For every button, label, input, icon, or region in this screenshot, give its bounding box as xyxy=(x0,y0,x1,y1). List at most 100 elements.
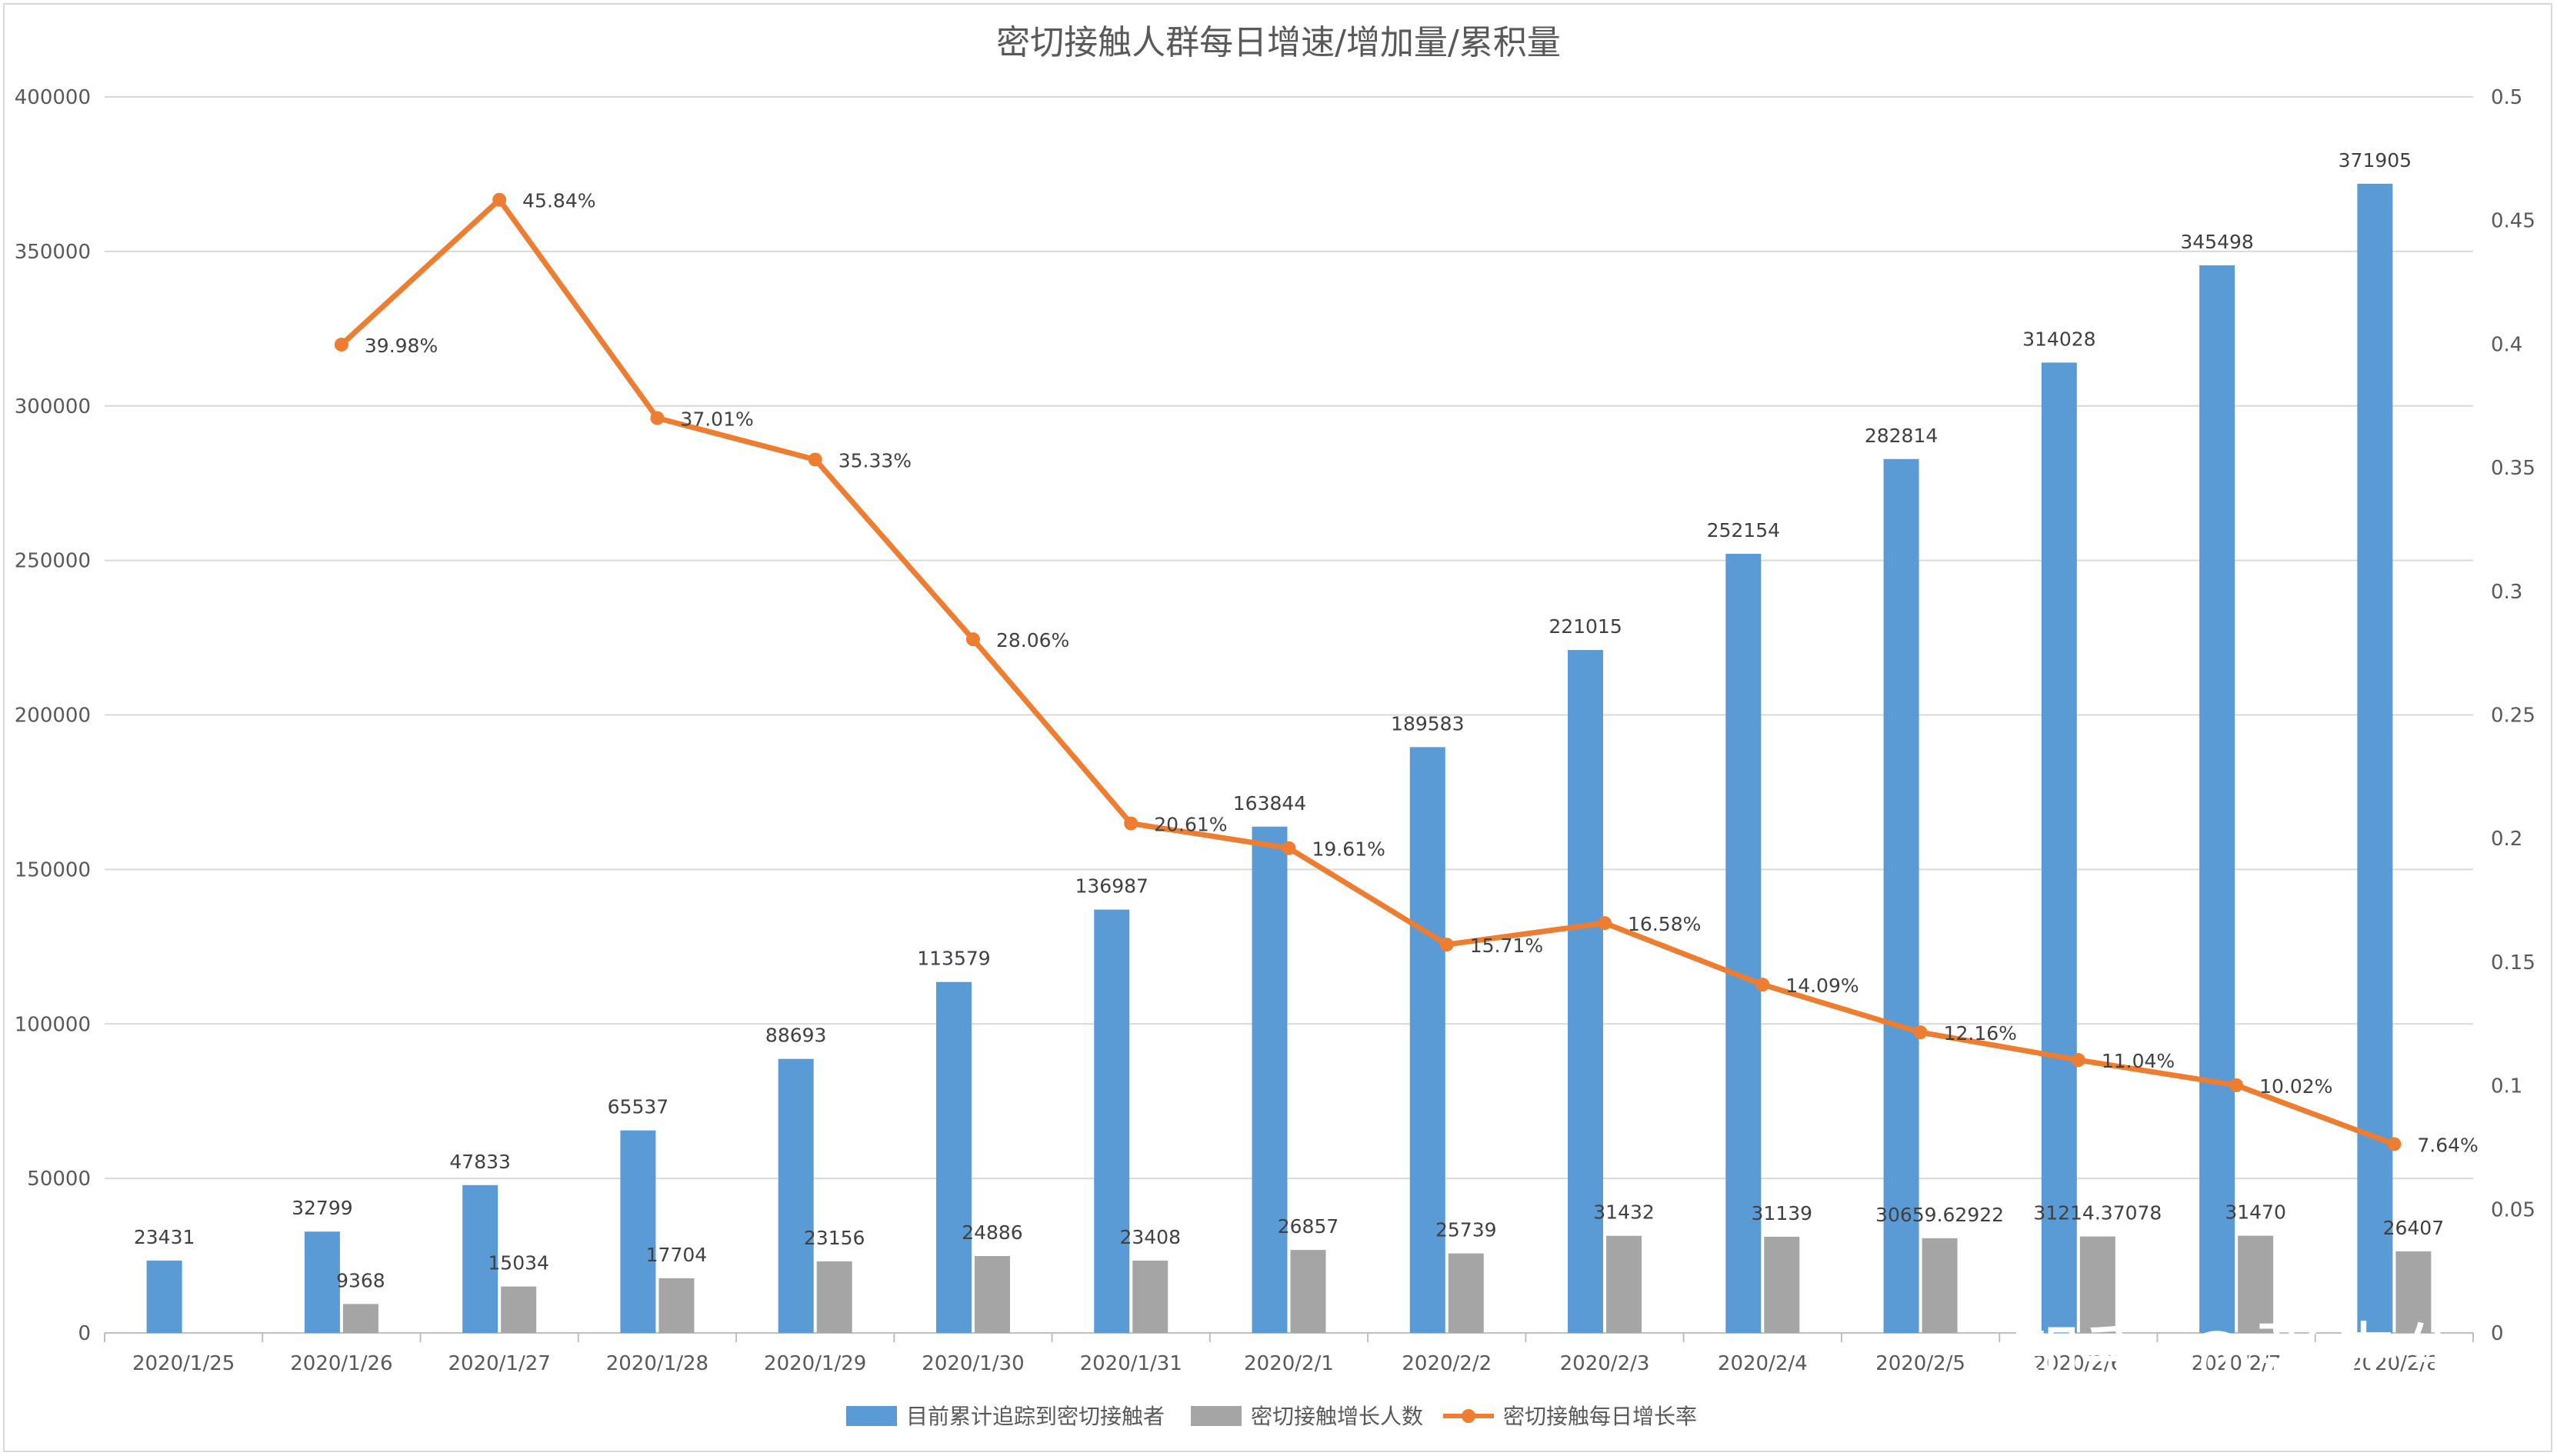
right-axis: 0 0.05 0.1 0.15 0.2 0.25 0.3 0.35 0.4 0.45 0.5 xyxy=(2491,86,2535,1345)
data-label-rate: 12.16% xyxy=(1944,1022,2017,1045)
bar-increase xyxy=(974,1256,1010,1333)
bar-cumulative xyxy=(1409,747,1445,1333)
rate-point xyxy=(1124,816,1138,831)
data-label-rate: 35.33% xyxy=(838,449,912,471)
legend-label-increase: 密切接触增长人数 xyxy=(1251,1404,1423,1429)
bar-increase xyxy=(1764,1236,1800,1333)
data-label-cumulative: 163844 xyxy=(1233,792,1306,815)
x-axis-tick-label: 2020/1/29 xyxy=(764,1352,866,1375)
data-label-increase: 23408 xyxy=(1119,1226,1181,1248)
rate-point xyxy=(1913,1025,1928,1040)
data-label-rate: 19.61% xyxy=(1312,838,1385,861)
x-axis-tick-label: 2020/2/5 xyxy=(1875,1352,1965,1375)
left-axis-tick-label: 250000 xyxy=(15,550,91,573)
data-label-rate: 16.58% xyxy=(1628,913,1701,935)
x-axis-tick-label: 2020/2/1 xyxy=(1244,1352,1334,1375)
gridlines xyxy=(105,96,2473,1180)
bar-increase xyxy=(2395,1251,2432,1333)
bar-cumulative xyxy=(2041,362,2077,1333)
bar-increase xyxy=(1922,1238,1958,1333)
rate-point xyxy=(2071,1053,2085,1068)
rate-line xyxy=(334,192,2402,1151)
right-axis-tick-label: 0.4 xyxy=(2491,333,2522,356)
data-labels: 23431 32799 9368 47833 15034 65537 17704 88693 2… xyxy=(134,149,2479,1291)
data-label-rate: 39.98% xyxy=(365,335,438,357)
data-label-cumulative: 32799 xyxy=(292,1197,353,1219)
x-axis-tick-label: 2020/2/2 xyxy=(1402,1352,1492,1375)
left-axis-tick-label: 150000 xyxy=(15,858,91,881)
bar-cumulative xyxy=(1883,458,1919,1334)
bar-cumulative xyxy=(462,1184,498,1333)
data-label-cumulative: 371905 xyxy=(2339,149,2412,172)
rate-point xyxy=(334,338,348,352)
watermark-text: 知乎 @张先生 xyxy=(2008,1314,2475,1401)
data-label-cumulative: 252154 xyxy=(1707,519,1780,541)
x-axis-tick-label: 2020/1/30 xyxy=(922,1352,1024,1375)
bar-increase xyxy=(501,1286,537,1333)
watermark: 知乎 @张先生 xyxy=(2008,1314,2475,1401)
bar-increase xyxy=(658,1278,695,1333)
bar-increase xyxy=(1606,1235,1642,1333)
x-axis-tick-label: 2020/1/31 xyxy=(1080,1352,1182,1375)
bar-increase xyxy=(816,1261,852,1333)
bar-cumulative xyxy=(935,981,972,1333)
data-label-increase: 30659.62922 xyxy=(1875,1204,2004,1226)
x-axis-tick-label: 2020/2/7 xyxy=(2192,1352,2282,1375)
data-label-cumulative: 65537 xyxy=(608,1096,669,1118)
data-label-increase: 9368 xyxy=(336,1269,385,1291)
data-label-cumulative: 136987 xyxy=(1075,875,1148,898)
right-axis-tick-label: 0.1 xyxy=(2491,1075,2522,1098)
x-axis-tick-label: 2020/2/6 xyxy=(2033,1352,2123,1375)
left-axis-tick-label: 300000 xyxy=(15,395,91,418)
data-label-cumulative: 221015 xyxy=(1549,615,1622,638)
left-axis-tick-label: 400000 xyxy=(15,86,91,109)
x-axis-tick-label: 2020/1/27 xyxy=(448,1352,551,1375)
data-label-increase: 24886 xyxy=(962,1221,1023,1244)
right-axis-tick-label: 0.3 xyxy=(2491,581,2522,604)
rate-point xyxy=(1439,938,1454,952)
x-axis-tick-label: 2020/2/3 xyxy=(1560,1352,1650,1375)
rate-line-path xyxy=(338,197,2397,1147)
data-label-increase: 25739 xyxy=(1435,1219,1497,1241)
bar-cumulative xyxy=(2199,265,2235,1333)
bar-cumulative xyxy=(1725,553,1762,1333)
legend-swatch-increase xyxy=(1191,1406,1242,1426)
x-axis-tick-label: 2020/1/26 xyxy=(290,1352,392,1375)
data-label-rate: 45.84% xyxy=(522,190,595,212)
left-axis-tick-label: 200000 xyxy=(15,705,91,728)
data-label-cumulative: 282814 xyxy=(1865,425,1938,447)
data-label-cumulative: 88693 xyxy=(765,1025,827,1047)
bar-cumulative xyxy=(1094,909,1130,1333)
data-label-rate: 37.01% xyxy=(680,408,753,430)
rate-point xyxy=(650,411,665,425)
x-axis-tick-label: 2020/1/28 xyxy=(606,1352,708,1375)
x-axis-tick-label: 2020/2/8 xyxy=(2349,1352,2439,1375)
right-axis-tick-label: 0.15 xyxy=(2491,951,2535,975)
rate-point xyxy=(1282,841,1296,855)
bar-increase xyxy=(1290,1250,1326,1333)
data-label-increase: 26407 xyxy=(2383,1217,2445,1239)
chart-title: 密切接触人群每日增速/增加量/累积量 xyxy=(996,23,1561,62)
data-label-cumulative: 189583 xyxy=(1391,712,1464,735)
rate-point xyxy=(808,452,822,467)
rate-point xyxy=(492,192,507,207)
data-label-increase: 26857 xyxy=(1278,1215,1339,1238)
x-axis: 2020/1/25 2020/1/26 2020/1/27 2020/1/28 2020… xyxy=(104,1332,2474,1375)
data-label-rate: 10.02% xyxy=(2259,1075,2332,1098)
data-label-increase: 31470 xyxy=(2225,1201,2286,1224)
right-axis-tick-label: 0.05 xyxy=(2491,1198,2535,1221)
rate-point xyxy=(965,632,980,647)
rate-point xyxy=(2387,1137,2402,1151)
bar-cumulative xyxy=(1252,826,1288,1333)
left-axis-tick-label: 100000 xyxy=(15,1013,91,1036)
data-label-cumulative: 345498 xyxy=(2180,231,2253,253)
bar-cumulative xyxy=(778,1058,814,1333)
bar-increase xyxy=(342,1304,378,1333)
data-label-increase: 31214.37078 xyxy=(2033,1202,2162,1224)
bar-cumulative xyxy=(146,1260,182,1333)
left-axis: 0 50000 100000 150000 200000 250000 300000 3500… xyxy=(15,86,91,1345)
left-axis-tick-label: 50000 xyxy=(27,1168,91,1191)
data-label-rate: 28.06% xyxy=(996,629,1069,651)
bar-cumulative xyxy=(304,1231,340,1333)
